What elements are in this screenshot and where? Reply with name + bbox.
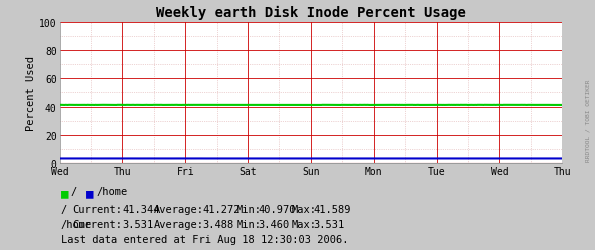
Text: Min:: Min: <box>237 204 262 214</box>
Text: /home: /home <box>61 219 92 229</box>
Text: 41.589: 41.589 <box>314 204 351 214</box>
Text: 41.272: 41.272 <box>202 204 240 214</box>
Text: Average:: Average: <box>154 219 203 229</box>
Text: Max:: Max: <box>292 219 317 229</box>
Title: Weekly earth Disk Inode Percent Usage: Weekly earth Disk Inode Percent Usage <box>156 6 466 20</box>
Text: 40.970: 40.970 <box>259 204 296 214</box>
Text: ■: ■ <box>86 186 94 199</box>
Text: /home: /home <box>96 186 128 196</box>
Text: Min:: Min: <box>237 219 262 229</box>
Y-axis label: Percent Used: Percent Used <box>26 56 36 130</box>
Text: Current:: Current: <box>73 204 123 214</box>
Text: ■: ■ <box>61 186 68 199</box>
Text: 3.460: 3.460 <box>259 219 290 229</box>
Text: Last data entered at Fri Aug 18 12:30:03 2006.: Last data entered at Fri Aug 18 12:30:03… <box>61 234 348 244</box>
Text: Average:: Average: <box>154 204 203 214</box>
Text: RRDTOOL / TOBI OETIKER: RRDTOOL / TOBI OETIKER <box>585 79 590 161</box>
Text: Current:: Current: <box>73 219 123 229</box>
Text: Max:: Max: <box>292 204 317 214</box>
Text: /: / <box>70 186 77 196</box>
Text: /: / <box>61 204 67 214</box>
Text: 3.531: 3.531 <box>314 219 345 229</box>
Text: 41.344: 41.344 <box>122 204 159 214</box>
Text: 3.531: 3.531 <box>122 219 154 229</box>
Text: 3.488: 3.488 <box>202 219 234 229</box>
